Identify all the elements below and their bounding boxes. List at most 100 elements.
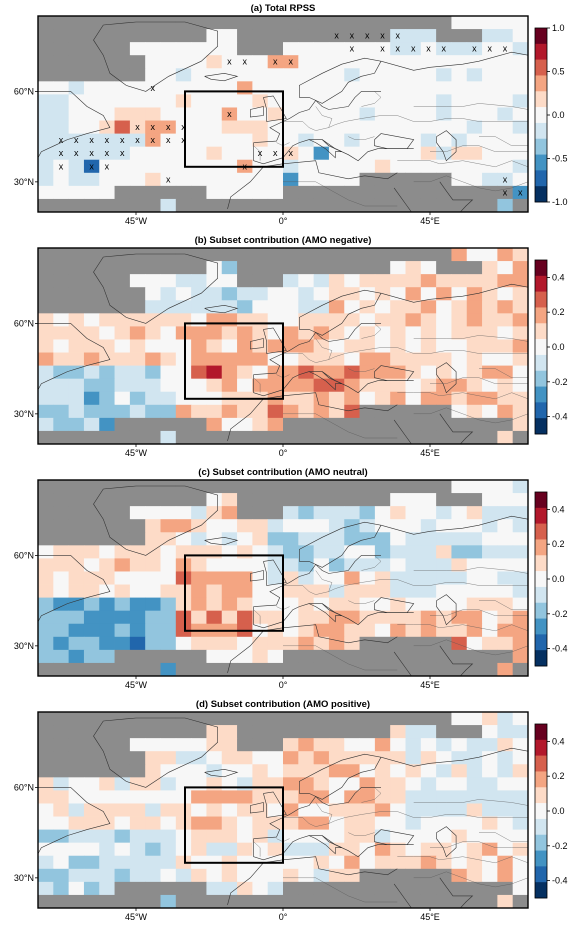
data-cell [68,352,85,366]
data-cell [436,120,452,134]
land-cell [283,430,299,444]
data-cell [328,94,345,108]
data-cell [68,133,85,148]
data-cell [283,636,299,651]
colorbar-segment [535,571,547,588]
data-cell [160,803,177,817]
data-cell [221,597,238,612]
land-cell [497,185,514,200]
data-cell [175,519,192,533]
land-cell [83,68,100,82]
land-cell [359,712,376,726]
land-cell [99,42,115,56]
land-cell [175,185,192,200]
land-cell [129,881,146,896]
land-cell [114,894,131,908]
land-cell [99,430,115,444]
data-cell [451,480,468,494]
data-cell [328,558,345,572]
data-cell [466,274,483,288]
significance-marker: x [89,161,94,171]
data-cell [160,198,177,212]
data-cell [191,81,207,95]
data-cell [405,326,422,340]
land-cell [83,287,100,301]
data-cell [252,816,269,830]
data-cell [420,610,437,625]
land-cell [68,274,85,288]
land-cell [451,417,468,432]
land-cell [482,185,498,200]
land-cell [436,868,452,883]
border-line [361,91,382,107]
data-cell [436,855,452,870]
colorbar-tick-label: 0.0 [552,110,565,120]
land-cell [145,16,161,30]
land-cell [129,68,146,82]
land-cell [466,662,483,676]
data-cell [466,738,483,752]
data-cell [237,610,253,625]
data-cell [267,378,284,393]
data-cell [160,391,177,406]
data-cell [83,868,100,883]
data-cell [206,29,223,43]
data-cell [283,584,299,598]
data-cell [160,172,177,187]
significance-marker: x [74,148,79,158]
data-cell [191,55,207,69]
land-cell [267,248,284,262]
land-cell [420,185,437,200]
border-line [413,335,528,342]
data-cell [252,404,269,419]
data-cell [267,519,284,533]
data-cell [328,855,345,870]
land-cell [175,725,192,739]
data-cell [283,545,299,559]
land-cell [206,894,223,908]
land-cell [129,519,146,533]
significance-marker: x [365,31,370,41]
border-line [413,175,528,192]
data-cell [175,313,192,327]
data-cell [83,816,100,830]
data-cell [206,725,223,739]
data-cell [390,803,406,817]
significance-marker: x [59,161,64,171]
data-cell [145,365,161,380]
significance-marker: x [396,31,401,41]
data-cell [497,623,514,638]
data-cell [451,532,468,546]
data-cell [129,842,146,857]
land-cell [390,172,406,187]
data-cell [129,391,146,406]
data-cell [252,339,269,353]
data-cell [283,532,299,546]
map-svg: 45°W 0° 45°E60°N30°N0.40.20.0-0.2-0.4 [14,479,568,690]
data-cell [497,339,514,353]
land-cell [328,881,345,896]
data-cell [160,55,177,69]
data-cell [313,764,330,778]
coastline [308,835,342,855]
colorbar-tick-label: -0.4 [552,644,568,654]
data-cell [390,81,406,95]
data-cell [451,868,468,883]
coastline [374,829,415,845]
data-cell [466,545,483,559]
data-cell [237,300,253,314]
border-line [430,841,528,848]
land-cell [114,55,131,69]
coastline [308,603,342,623]
land-cell [38,506,54,520]
data-cell [390,597,406,612]
data-cell [221,378,238,393]
data-cell [53,146,70,161]
data-cell [298,816,315,830]
coastline [436,362,457,394]
data-cell [298,855,315,870]
coastline [253,371,414,397]
land-cell [283,480,299,494]
data-cell [99,365,115,380]
data-cell [145,816,161,830]
